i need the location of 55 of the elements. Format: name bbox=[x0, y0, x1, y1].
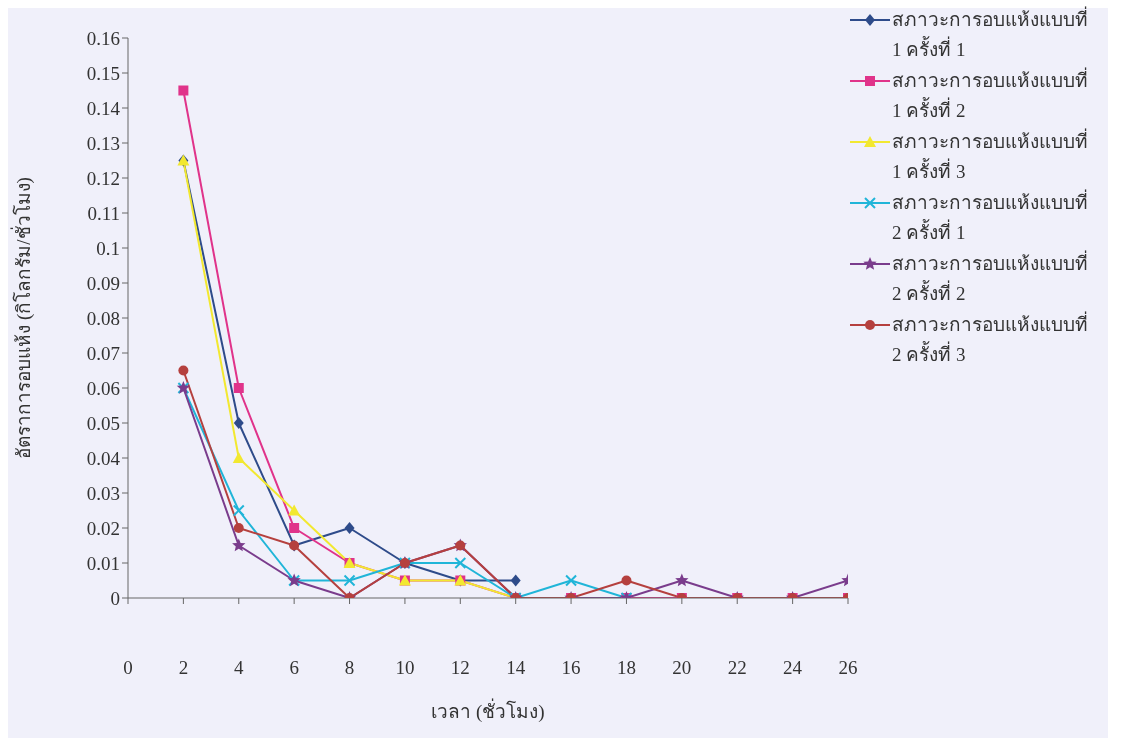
x-tick-label: 16 bbox=[561, 657, 581, 679]
legend-label: สภาวะการอบแห้งแบบที่ 2 ครั้งที่ 3 bbox=[892, 310, 1089, 367]
y-tick-label: 0.03 bbox=[86, 482, 120, 504]
legend-label: สภาวะการอบแห้งแบบที่ 2 ครั้งที่ 2 bbox=[892, 249, 1089, 306]
point bbox=[675, 573, 689, 587]
x-tick-label: 6 bbox=[289, 657, 299, 679]
legend-label: สภาวะการอบแห้งแบบที่ 1 ครั้งที่ 1 bbox=[892, 5, 1089, 62]
point bbox=[288, 504, 301, 516]
y-axis-title: อัตราการอบแห้ง (กิโลกรัม/ชั่วโมง) bbox=[9, 177, 35, 459]
point bbox=[232, 538, 246, 552]
x-axis-title: เวลา (ชั่วโมง) bbox=[431, 698, 545, 723]
x-tick-label: 2 bbox=[178, 657, 189, 679]
point bbox=[454, 557, 467, 569]
x-tick-label: 10 bbox=[395, 657, 415, 679]
y-tick-label: 0.06 bbox=[86, 377, 120, 399]
point bbox=[344, 522, 355, 534]
x-tick-label: 22 bbox=[727, 657, 747, 679]
x-tick-label: 18 bbox=[616, 657, 636, 679]
point bbox=[233, 383, 244, 393]
point bbox=[178, 85, 189, 96]
y-tick-label: 0.11 bbox=[87, 202, 120, 224]
point bbox=[178, 365, 189, 376]
y-tick-label: 0.09 bbox=[86, 272, 120, 294]
y-tick-label: 0.05 bbox=[86, 412, 120, 434]
y-tick-label: 0.04 bbox=[86, 447, 121, 469]
y-tick-label: 0.15 bbox=[86, 62, 120, 84]
x-tick-label: 12 bbox=[450, 657, 470, 679]
y-tick-label: 0.13 bbox=[86, 132, 120, 154]
y-tick-label: 0.07 bbox=[86, 342, 120, 364]
point bbox=[565, 574, 578, 587]
point bbox=[510, 574, 521, 587]
point bbox=[621, 575, 632, 586]
y-tick-label: 0.08 bbox=[86, 307, 120, 329]
point bbox=[343, 574, 356, 587]
y-tick-label: 0.12 bbox=[86, 167, 120, 189]
point bbox=[232, 504, 245, 517]
y-tick-label: 0.01 bbox=[86, 552, 120, 574]
x-tick-label: 14 bbox=[506, 657, 526, 679]
y-tick-label: 0.14 bbox=[86, 97, 121, 119]
x-tick-label: 26 bbox=[838, 657, 858, 679]
y-tick-label: 0.02 bbox=[86, 517, 120, 539]
legend-label: สภาวะการอบแห้งแบบที่ 1 ครั้งที่ 3 bbox=[892, 127, 1089, 184]
point bbox=[289, 523, 300, 533]
point bbox=[233, 523, 244, 533]
point bbox=[233, 417, 244, 429]
y-tick-label: 0.16 bbox=[86, 27, 120, 49]
y-tick-label: 0 bbox=[110, 587, 120, 609]
x-tick-label: 20 bbox=[672, 657, 692, 679]
x-tick-label: 8 bbox=[344, 657, 355, 679]
x-tick-label: 4 bbox=[234, 657, 245, 679]
point bbox=[232, 452, 245, 463]
y-tick-label: 0.1 bbox=[96, 237, 120, 259]
legend-label: สภาวะการอบแห้งแบบที่ 1 ครั้งที่ 2 bbox=[892, 66, 1089, 123]
x-tick-label: 24 bbox=[783, 657, 803, 679]
legend-label: สภาวะการอบแห้งแบบที่ 2 ครั้งที่ 1 bbox=[892, 188, 1089, 245]
